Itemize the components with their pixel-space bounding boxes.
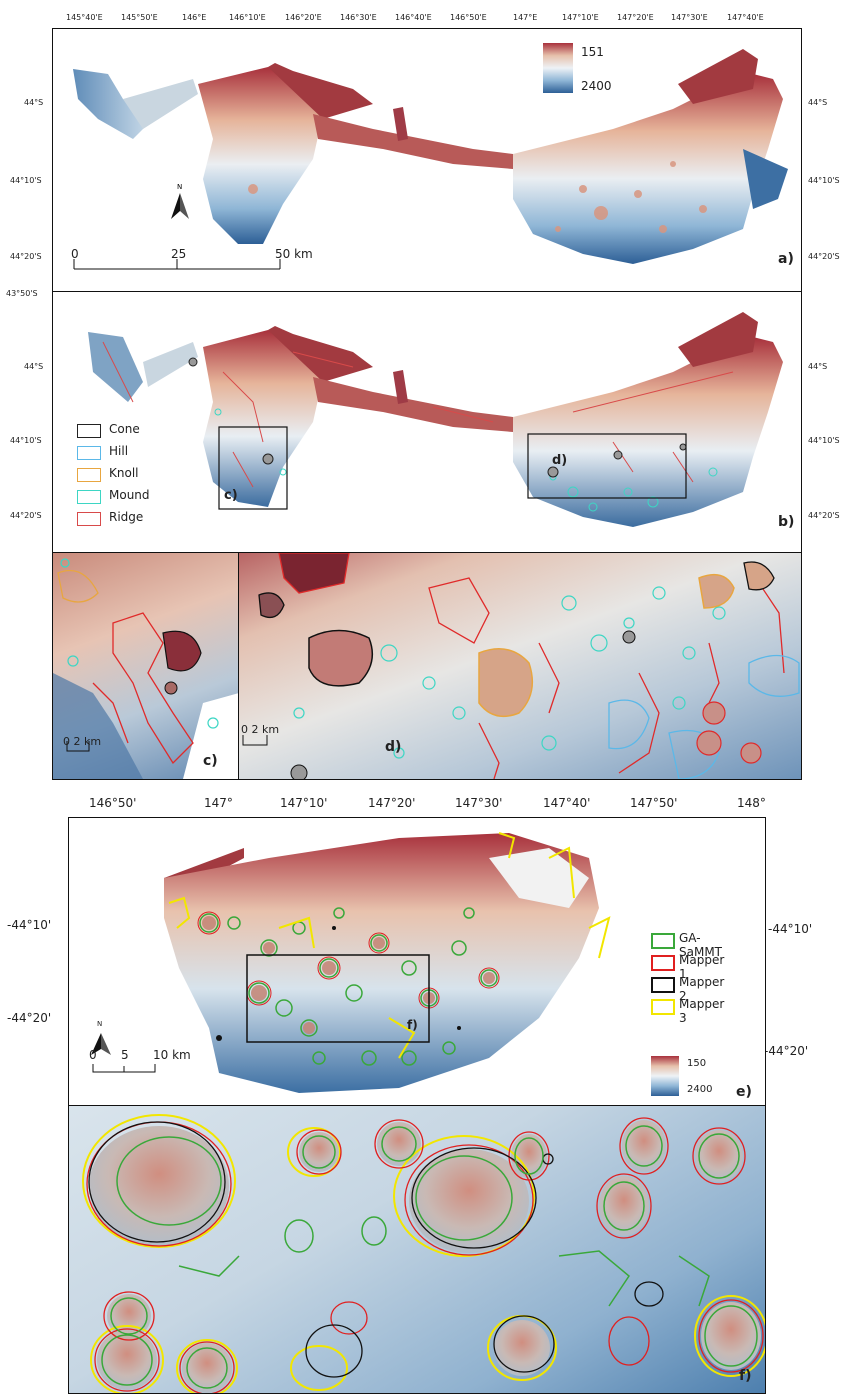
panel-a-map: 151 2400 N 0 25 50 km a) xyxy=(52,28,802,292)
legend-swatch-mapper3 xyxy=(651,999,675,1015)
inset-box-f xyxy=(246,954,430,1043)
tick: 43°50'S xyxy=(6,289,38,298)
legend-swatch-knoll xyxy=(77,468,101,482)
tick: 44°10'S xyxy=(808,436,840,445)
legend-swatch-ridge xyxy=(77,512,101,526)
tick: 147°10'E xyxy=(562,13,599,22)
tick: 44°S xyxy=(24,362,44,371)
tick: 147°20'E xyxy=(617,13,654,22)
depth-colorbar xyxy=(543,43,573,93)
legend-label-mapper3: Mapper 3 xyxy=(679,997,725,1025)
inset-c-features xyxy=(53,558,239,779)
tick: -44°10' xyxy=(768,922,813,936)
tick: -44°10' xyxy=(7,918,52,932)
legend-label-cone: Cone xyxy=(109,422,140,436)
north-arrow-icon: N xyxy=(171,183,189,219)
north-label: N xyxy=(177,183,182,191)
depth-colorbar xyxy=(651,1056,679,1096)
tick: 147° xyxy=(204,796,233,810)
tick: 145°40'E xyxy=(66,13,103,22)
tick: 147°30' xyxy=(455,796,503,810)
tick: 44°20'S xyxy=(10,511,42,520)
scale-label-0: 0 xyxy=(89,1048,97,1062)
tick: 145°50'E xyxy=(121,13,158,22)
tick: 44°S xyxy=(808,98,828,107)
legend-swatch-mound xyxy=(77,490,101,504)
depth-min-label: 2400 xyxy=(581,79,612,93)
panel-label-a: a) xyxy=(778,251,794,267)
scale-label-0: 0 xyxy=(71,247,79,261)
inset-label-c: c) xyxy=(224,488,238,503)
north-label: N xyxy=(97,1020,103,1028)
tick: -44°20' xyxy=(764,1044,809,1058)
legend-label-knoll: Knoll xyxy=(109,466,139,480)
tick: 146°20'E xyxy=(285,13,322,22)
tick: 147°20' xyxy=(368,796,416,810)
inset-box-d xyxy=(527,433,687,499)
tick: 148° xyxy=(737,796,766,810)
inset-label-d: d) xyxy=(552,453,568,468)
tick: 147°E xyxy=(513,13,538,22)
depth-max-label: 151 xyxy=(581,45,604,59)
tick: 147°30'E xyxy=(671,13,708,22)
tick: 44°20'S xyxy=(808,252,840,261)
tick: 44°S xyxy=(808,362,828,371)
panel-label-e: e) xyxy=(736,1084,752,1100)
inset-f-features xyxy=(82,1114,765,1393)
tick: 146°50'E xyxy=(450,13,487,22)
tick: 146°E xyxy=(182,13,207,22)
panel-e-map: f) N 0 5 10 km GA-SaMMT Mapper 1 Mapper … xyxy=(68,817,766,1107)
legend-swatch-hill xyxy=(77,446,101,460)
scale-label-10: 10 km xyxy=(153,1048,191,1062)
comparison-map xyxy=(91,832,611,1093)
tick: 146°10'E xyxy=(229,13,266,22)
tick: 44°20'S xyxy=(10,252,42,261)
tick: 147°50' xyxy=(630,796,678,810)
tick: 147°40' xyxy=(543,796,591,810)
tick: 146°50' xyxy=(89,796,137,810)
inset-d-features xyxy=(242,553,800,779)
inset-c-scale: 0 2 km xyxy=(63,735,102,748)
panel-label-b: b) xyxy=(778,514,795,530)
tick: 147°10' xyxy=(280,796,328,810)
tick: 146°40'E xyxy=(395,13,432,22)
panel-f-map: f) xyxy=(68,1105,766,1394)
bathymetry-map xyxy=(73,49,788,264)
scale-bar xyxy=(73,259,281,270)
panel-c-map: 0 2 km c) xyxy=(52,552,240,780)
legend-label-mapper2: Mapper 2 xyxy=(679,975,725,1003)
depth-max-label: 150 xyxy=(687,1058,707,1069)
legend-label-mapper1: Mapper 1 xyxy=(679,953,725,981)
legend-swatch-ga xyxy=(651,933,675,949)
legend-swatch-mapper1 xyxy=(651,955,675,971)
tick: 44°S xyxy=(24,98,44,107)
inset-box-c xyxy=(218,426,288,510)
tick: -44°20' xyxy=(7,1011,52,1025)
legend-label-hill: Hill xyxy=(109,444,129,458)
legend-swatch-cone xyxy=(77,424,101,438)
legend-label-ridge: Ridge xyxy=(109,510,144,524)
panel-b-map: c) d) Cone Hill Knoll Mound Ridge b) xyxy=(52,291,802,554)
classified-features-map xyxy=(88,312,783,527)
panel-d-map: 0 2 km d) xyxy=(238,552,802,780)
tick: 44°20'S xyxy=(808,511,840,520)
depth-min-label: 2400 xyxy=(687,1084,713,1095)
inset-d-scale: 0 2 km xyxy=(241,723,280,736)
tick: 44°10'S xyxy=(10,176,42,185)
legend-swatch-mapper2 xyxy=(651,977,675,993)
legend-label-ga: GA-SaMMT xyxy=(679,931,723,959)
scale-label-5: 5 xyxy=(121,1048,129,1062)
tick: 146°30'E xyxy=(340,13,377,22)
panel-label-f: f) xyxy=(739,1368,752,1384)
panel-label-c: c) xyxy=(203,753,218,769)
tick: 44°10'S xyxy=(808,176,840,185)
inset-label-f: f) xyxy=(407,1018,418,1032)
tick: 147°40'E xyxy=(727,13,764,22)
scale-label-50: 50 km xyxy=(275,247,313,261)
tick: 44°10'S xyxy=(10,436,42,445)
panel-label-d: d) xyxy=(385,739,402,755)
scale-label-25: 25 xyxy=(171,247,187,261)
legend-label-mound: Mound xyxy=(109,488,150,502)
